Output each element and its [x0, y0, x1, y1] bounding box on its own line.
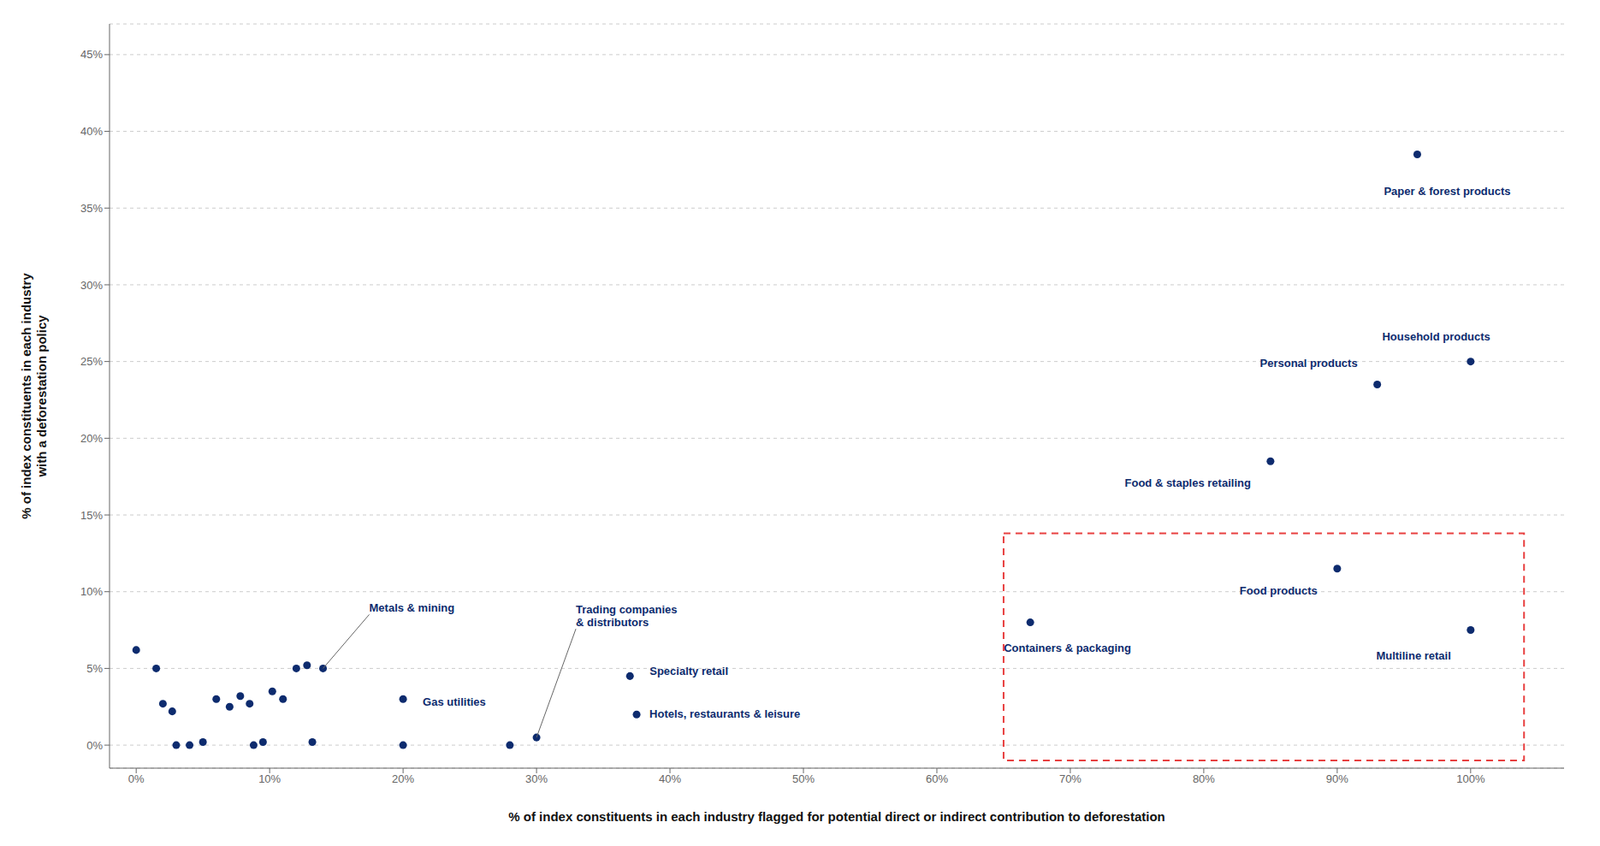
- svg-text:25%: 25%: [80, 355, 103, 368]
- svg-text:Containers & packaging: Containers & packaging: [1003, 641, 1132, 655]
- svg-text:Household products: Household products: [1381, 330, 1490, 344]
- svg-text:45%: 45%: [80, 47, 103, 61]
- svg-text:5%: 5%: [86, 662, 103, 676]
- svg-text:100%: 100%: [1456, 772, 1486, 786]
- svg-text:20%: 20%: [391, 772, 415, 786]
- svg-text:0%: 0%: [128, 772, 145, 786]
- svg-text:% of index constituents in eac: % of index constituents in each industry…: [18, 272, 49, 520]
- svg-text:20%: 20%: [80, 432, 103, 445]
- svg-text:0%: 0%: [86, 739, 103, 753]
- svg-text:Gas utilities: Gas utilities: [422, 695, 486, 709]
- svg-text:40%: 40%: [80, 124, 103, 138]
- svg-text:40%: 40%: [658, 772, 682, 786]
- svg-text:35%: 35%: [80, 201, 103, 215]
- svg-text:Personal products: Personal products: [1260, 356, 1358, 370]
- svg-text:30%: 30%: [80, 278, 103, 292]
- svg-text:90%: 90%: [1326, 772, 1349, 786]
- svg-text:Metals & mining: Metals & mining: [369, 601, 456, 615]
- svg-text:10%: 10%: [258, 772, 281, 786]
- svg-text:70%: 70%: [1059, 772, 1082, 786]
- svg-text:50%: 50%: [792, 772, 815, 786]
- svg-text:80%: 80%: [1192, 772, 1215, 786]
- svg-text:Hotels, restaurants & leisure: Hotels, restaurants & leisure: [649, 707, 800, 721]
- svg-text:Food products: Food products: [1239, 584, 1318, 598]
- svg-text:60%: 60%: [925, 772, 949, 786]
- svg-text:% of index constituents in eac: % of index constituents in each industry…: [508, 809, 1166, 824]
- svg-text:Multiline retail: Multiline retail: [1375, 649, 1451, 663]
- svg-text:15%: 15%: [80, 509, 103, 522]
- svg-text:Paper & forest products: Paper & forest products: [1383, 184, 1511, 198]
- svg-text:Specialty retail: Specialty retail: [649, 664, 729, 678]
- svg-text:10%: 10%: [80, 585, 103, 599]
- svg-text:30%: 30%: [525, 772, 548, 786]
- svg-text:Food & staples retailing: Food & staples retailing: [1125, 476, 1251, 490]
- svg-text:Trading companies& distributor: Trading companies& distributors: [575, 603, 677, 629]
